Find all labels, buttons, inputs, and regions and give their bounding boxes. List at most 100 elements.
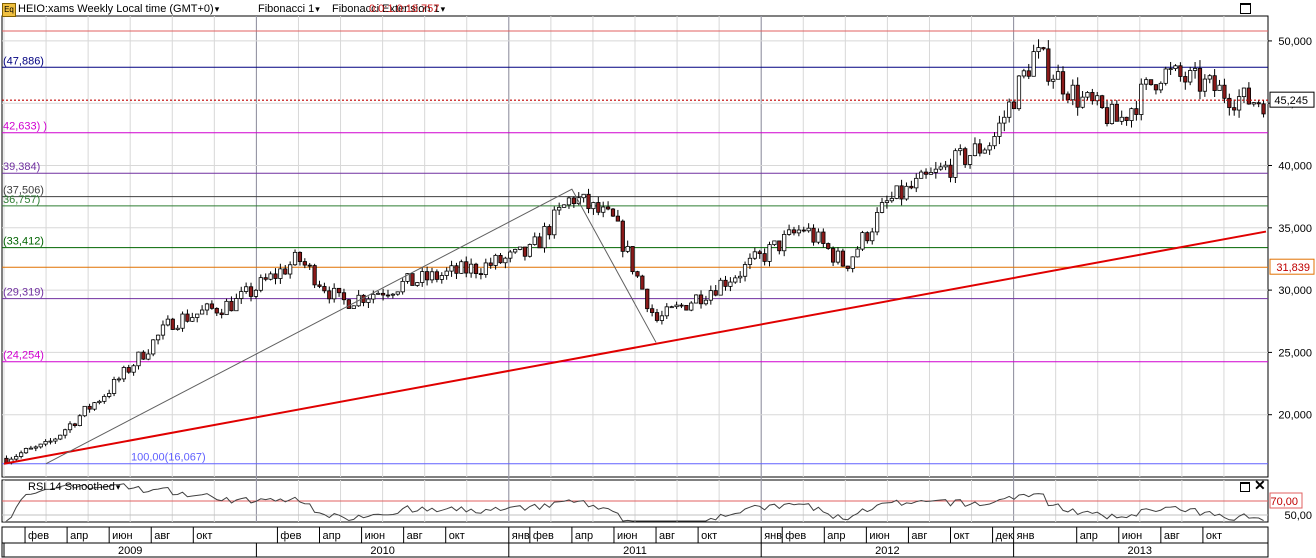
candle-body bbox=[987, 145, 992, 151]
candle-body bbox=[605, 206, 611, 210]
candle-body bbox=[385, 294, 391, 297]
candle-body bbox=[317, 284, 322, 287]
fibonacci-1-dropdown[interactable]: Fibonacci 1 bbox=[258, 2, 320, 16]
candle-body bbox=[351, 305, 356, 309]
chart-menu-icon[interactable]: Eq bbox=[2, 2, 16, 17]
candle-body bbox=[826, 243, 831, 249]
maximize-icon[interactable] bbox=[1240, 3, 1251, 14]
candle-body bbox=[620, 220, 625, 252]
candle-body bbox=[23, 448, 29, 454]
candle-body bbox=[102, 395, 107, 402]
rsi-indicator-dropdown[interactable]: RSI 14 Smoothed bbox=[28, 480, 120, 494]
candle-body bbox=[307, 264, 312, 267]
candle-body bbox=[938, 166, 943, 170]
candle-body bbox=[860, 232, 865, 250]
candle-body bbox=[1104, 107, 1110, 125]
candle-body bbox=[571, 197, 576, 205]
candle-body bbox=[552, 209, 557, 236]
rsi-close-icon[interactable]: ✕ bbox=[1254, 477, 1266, 493]
candle-body bbox=[1202, 78, 1207, 92]
candle-body bbox=[596, 202, 601, 213]
candle-body bbox=[752, 251, 757, 259]
candle-body bbox=[557, 206, 562, 211]
candle-body bbox=[121, 367, 126, 380]
fibonacci-extension-dropdown[interactable]: Fibonacci Extension 1 bbox=[332, 2, 445, 16]
candle-body bbox=[703, 299, 709, 305]
candle-body bbox=[77, 415, 82, 426]
month-label: авг bbox=[1164, 530, 1180, 542]
candle-body bbox=[586, 193, 591, 210]
candle-body bbox=[796, 229, 801, 234]
candle-body bbox=[1056, 71, 1061, 80]
candle-body bbox=[992, 136, 997, 147]
candle-body bbox=[165, 318, 170, 326]
fibonacci-level-label: (37,506) bbox=[3, 185, 44, 197]
month-label: окт bbox=[196, 530, 212, 542]
candle-body bbox=[537, 236, 542, 249]
candle-body bbox=[909, 185, 914, 189]
candle-body bbox=[923, 171, 929, 175]
candle-body bbox=[493, 254, 498, 266]
candle-body bbox=[884, 200, 890, 203]
candle-body bbox=[400, 280, 405, 293]
candle-body bbox=[1232, 107, 1237, 111]
candle-body bbox=[850, 256, 855, 269]
symbol-dropdown[interactable]: HEIO:xams Weekly Local time (GMT+0) bbox=[18, 2, 219, 16]
fibonacci-level-label: 100,00(16,067) bbox=[131, 452, 206, 464]
candle-body bbox=[53, 438, 58, 442]
candle-body bbox=[107, 393, 112, 397]
month-label: авг bbox=[154, 530, 170, 542]
candle-body bbox=[933, 168, 938, 173]
price-axis-tick-label: 50,000 bbox=[1278, 36, 1312, 48]
candle-body bbox=[116, 378, 122, 381]
candle-body bbox=[449, 265, 454, 272]
candle-body bbox=[904, 185, 909, 200]
candle-body bbox=[478, 273, 484, 275]
candle-body bbox=[503, 257, 508, 264]
month-label: апр bbox=[1080, 530, 1098, 542]
candle-body bbox=[469, 263, 474, 274]
current-price-label: 45,245 bbox=[1274, 95, 1308, 107]
candle-body bbox=[772, 240, 777, 246]
candle-body bbox=[694, 294, 699, 304]
candle-body bbox=[488, 262, 493, 266]
candle-body bbox=[914, 177, 919, 189]
candle-body bbox=[219, 312, 224, 316]
candle-body bbox=[1051, 78, 1056, 82]
candle-body bbox=[742, 264, 748, 277]
candle-body bbox=[126, 367, 131, 373]
candle-body bbox=[669, 306, 674, 309]
candle-body bbox=[919, 171, 924, 179]
candle-body bbox=[1261, 103, 1266, 115]
candle-body bbox=[288, 264, 293, 275]
candle-body bbox=[82, 405, 87, 417]
candle-body bbox=[180, 313, 185, 329]
fibonacci-level-label: 39,384) bbox=[3, 161, 40, 173]
candle-body bbox=[332, 287, 337, 300]
rsi-maximize-icon[interactable] bbox=[1240, 482, 1250, 492]
fibonacci-level-label: (29,319) bbox=[3, 287, 44, 299]
candle-body bbox=[1183, 76, 1188, 83]
candle-body bbox=[425, 271, 430, 281]
candle-body bbox=[1021, 70, 1026, 77]
month-label: апр bbox=[323, 530, 341, 542]
time-axis-frame bbox=[1, 526, 1269, 558]
candle-body bbox=[625, 246, 630, 252]
candle-body bbox=[1011, 101, 1017, 110]
candle-body bbox=[1168, 68, 1173, 71]
candle-body bbox=[513, 248, 518, 253]
candle-body bbox=[170, 318, 175, 330]
candle-body bbox=[630, 246, 635, 273]
month-label: апр bbox=[70, 530, 88, 542]
trend-line[interactable] bbox=[3, 230, 1267, 465]
candle-body bbox=[1119, 116, 1124, 122]
candle-body bbox=[791, 229, 797, 234]
candle-body bbox=[757, 251, 762, 254]
candle-body bbox=[244, 286, 249, 292]
fibonacci-zigzag[interactable] bbox=[45, 188, 657, 465]
candle-body bbox=[767, 244, 772, 262]
candle-body bbox=[292, 251, 298, 266]
candle-body bbox=[43, 440, 48, 445]
candle-body bbox=[547, 226, 552, 236]
